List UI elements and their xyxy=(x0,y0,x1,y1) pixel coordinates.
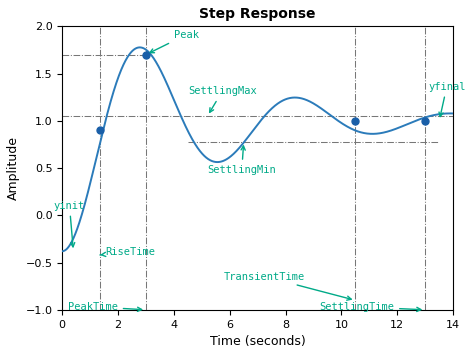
Text: RiseTime: RiseTime xyxy=(100,247,155,257)
Text: SettlingMax: SettlingMax xyxy=(188,86,256,112)
Text: SettlingTime: SettlingTime xyxy=(319,302,421,312)
Text: Peak: Peak xyxy=(150,29,199,53)
Title: Step Response: Step Response xyxy=(200,7,316,21)
Text: SettlingMin: SettlingMin xyxy=(208,146,276,175)
Text: yfinal: yfinal xyxy=(428,82,465,116)
Text: yinit: yinit xyxy=(54,201,85,247)
Text: TransientTime: TransientTime xyxy=(224,272,351,300)
Y-axis label: Amplitude: Amplitude xyxy=(7,136,20,200)
Text: PeakTime: PeakTime xyxy=(68,302,142,312)
X-axis label: Time (seconds): Time (seconds) xyxy=(210,335,306,348)
